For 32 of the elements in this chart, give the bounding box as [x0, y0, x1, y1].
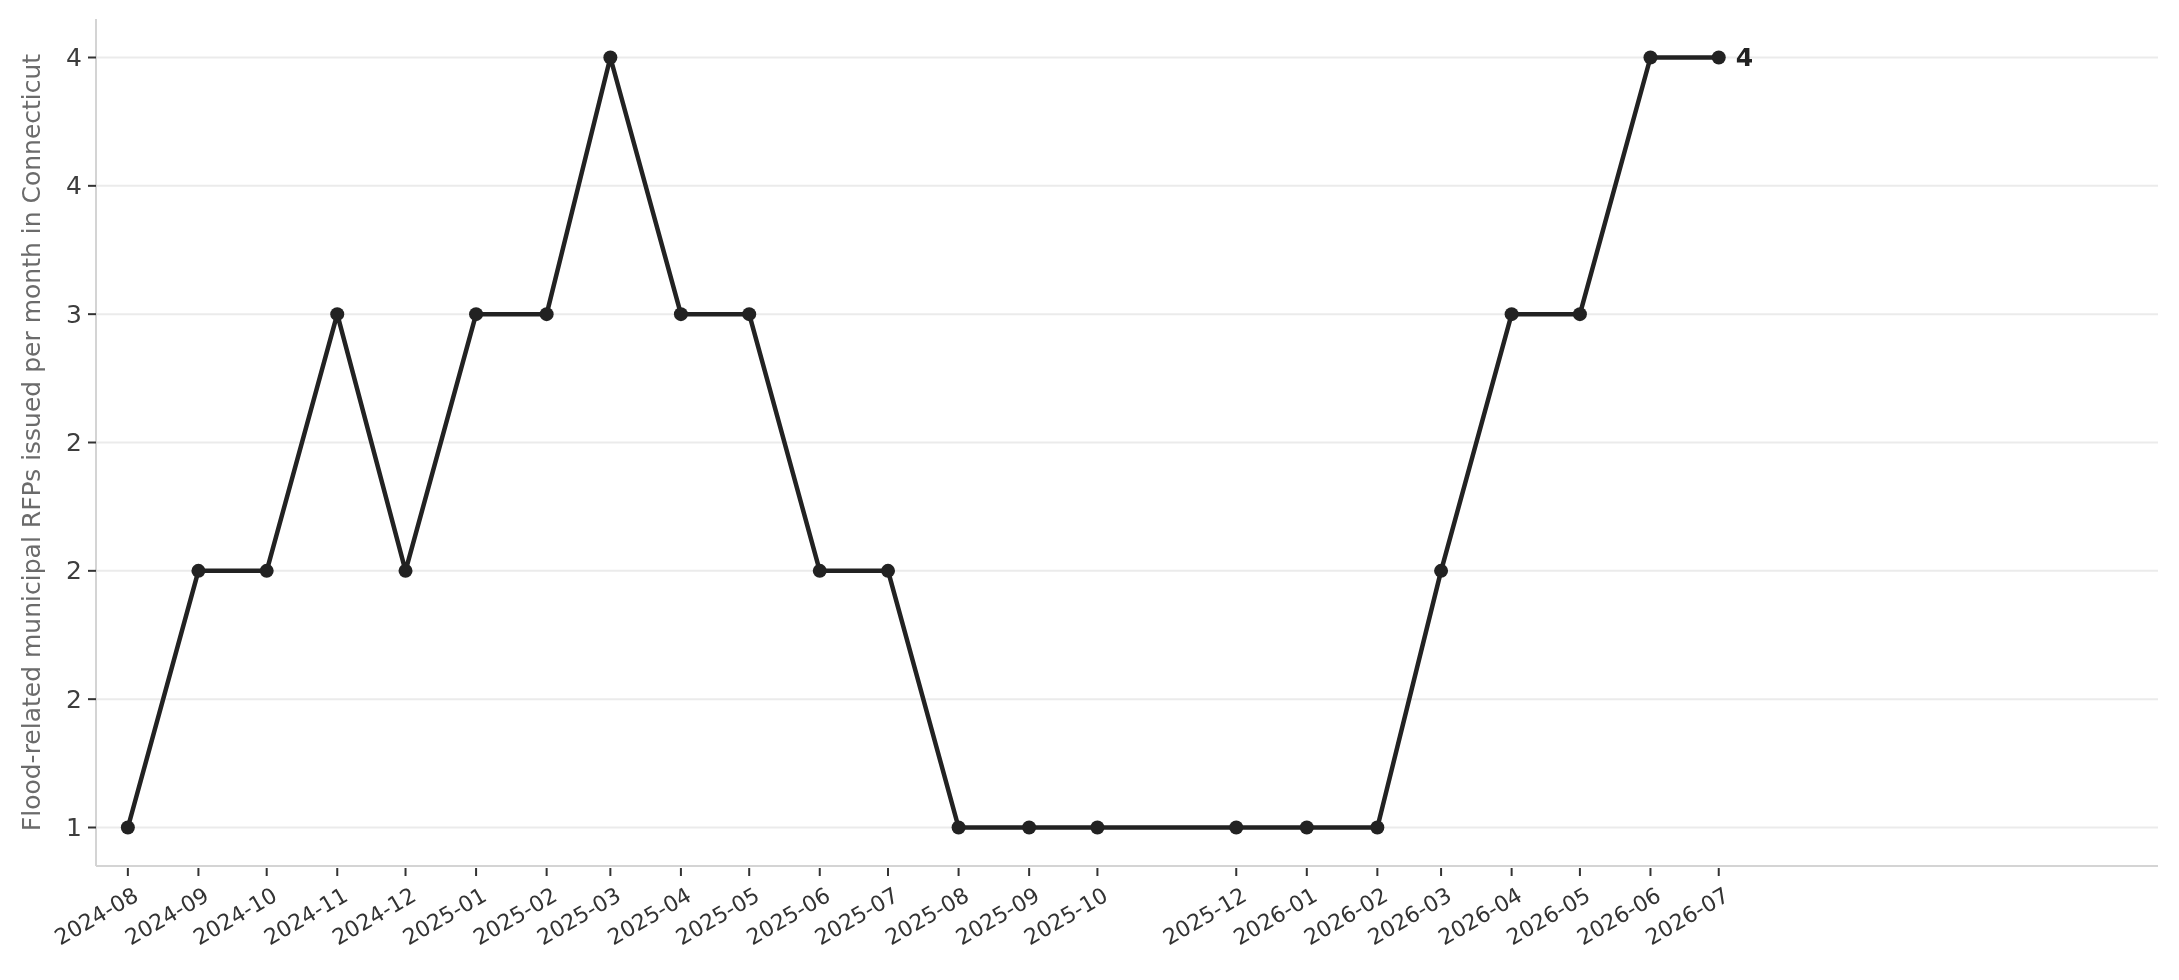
y-tick-label: 4 — [66, 43, 82, 72]
y-tick-label: 2 — [66, 556, 82, 586]
y-tick-label: 4 — [66, 171, 82, 201]
point — [1299, 820, 1314, 835]
point — [673, 307, 688, 322]
y-tick-label: 1 — [66, 813, 82, 842]
point — [812, 563, 827, 578]
point — [1022, 820, 1037, 835]
point — [1711, 50, 1726, 65]
point — [1229, 820, 1244, 835]
point — [951, 820, 966, 835]
point — [1572, 307, 1587, 322]
point — [120, 820, 135, 835]
point — [881, 563, 896, 578]
point — [191, 563, 206, 578]
point — [1504, 307, 1519, 322]
point — [259, 563, 274, 578]
y-tick-label: 2 — [66, 428, 82, 457]
y-axis-title: Flood-related municipal RFPs issued per month in Connecticut — [16, 53, 46, 832]
annotation: 4 — [1735, 43, 1754, 72]
y-tick-label: 2 — [66, 684, 82, 714]
point — [1370, 820, 1385, 835]
point — [603, 50, 618, 65]
point — [539, 307, 554, 322]
point — [742, 307, 757, 322]
y-tick-label: 3 — [66, 299, 82, 329]
point — [330, 307, 345, 322]
point — [1090, 820, 1105, 835]
point — [1643, 50, 1658, 65]
point — [1434, 563, 1449, 578]
point — [398, 563, 413, 578]
point — [469, 307, 484, 322]
